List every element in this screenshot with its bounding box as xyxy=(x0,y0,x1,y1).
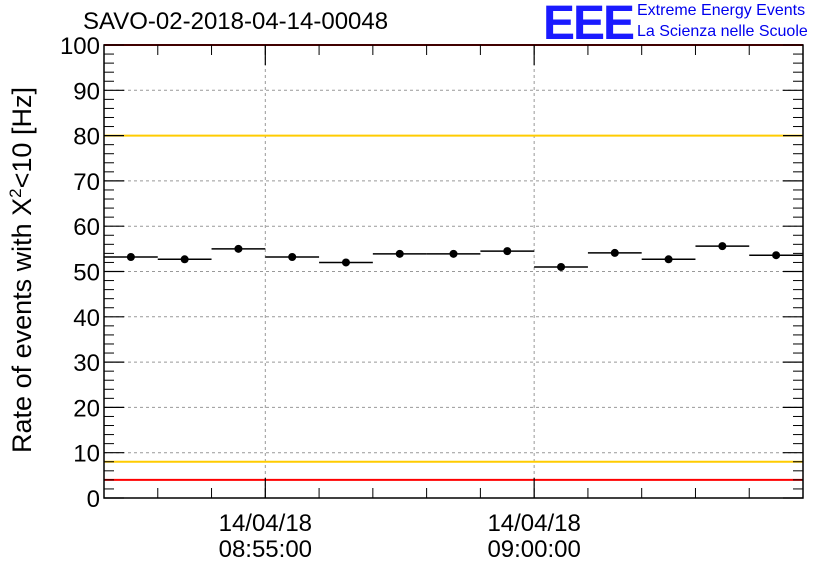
grid-lines xyxy=(104,45,803,498)
y-axis-label-prefix: Rate of events with X xyxy=(7,197,37,453)
data-point xyxy=(449,249,458,258)
data-point xyxy=(234,244,243,253)
y-tick-label: 40 xyxy=(73,305,100,332)
data-point xyxy=(288,253,297,262)
tick-labels: 010203040506070809010014/04/1808:55:0014… xyxy=(60,33,581,563)
logo-line-2: La Scienza nelle Scuole xyxy=(637,23,808,40)
y-axis-label: Rate of events with X2<10 [Hz] xyxy=(6,87,38,453)
y-tick-label: 0 xyxy=(87,486,100,513)
y-tick-label: 60 xyxy=(73,214,100,241)
data-point xyxy=(718,242,727,251)
y-tick-label: 70 xyxy=(73,169,100,196)
x-tick-label-time: 09:00:00 xyxy=(487,536,580,563)
chart-title: SAVO-02-2018-04-14-00048 xyxy=(83,8,389,35)
data-point xyxy=(503,247,512,256)
data-point xyxy=(664,255,673,264)
x-tick-label-time: 08:55:00 xyxy=(219,536,312,563)
logo-line-1: Extreme Energy Events xyxy=(637,2,806,19)
x-tick-label-date: 14/04/18 xyxy=(487,510,580,537)
y-axis-label-sup: 2 xyxy=(6,188,25,198)
data-point xyxy=(126,253,135,262)
y-tick-label: 90 xyxy=(73,78,100,105)
data-point xyxy=(341,258,350,267)
y-tick-label: 10 xyxy=(73,441,100,468)
eee-logo: EEE xyxy=(543,0,635,50)
data-point xyxy=(772,251,781,260)
y-tick-label: 20 xyxy=(73,395,100,422)
y-axis-label-suffix: <10 [Hz] xyxy=(7,87,37,189)
data-point xyxy=(557,262,566,271)
y-tick-label: 80 xyxy=(73,124,100,151)
y-tick-label: 30 xyxy=(73,350,100,377)
y-tick-label: 50 xyxy=(73,260,100,287)
data-point xyxy=(610,248,619,257)
threshold-lines xyxy=(104,44,803,481)
data-point xyxy=(395,249,404,258)
data-point xyxy=(180,255,189,264)
axis-ticks xyxy=(103,44,804,499)
x-tick-label-date: 14/04/18 xyxy=(219,510,312,537)
y-tick-label: 100 xyxy=(60,33,100,60)
data-points xyxy=(104,242,803,271)
